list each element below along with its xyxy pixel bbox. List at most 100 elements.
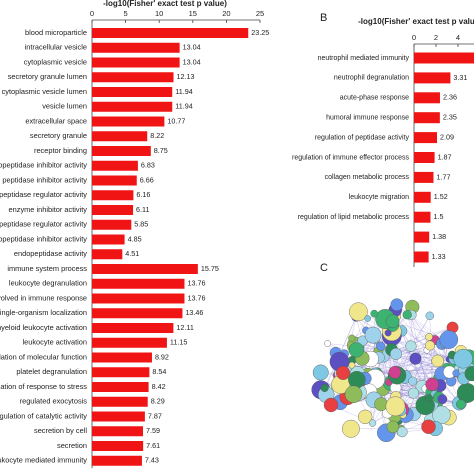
network-node bbox=[425, 333, 433, 341]
bar bbox=[414, 132, 437, 144]
network-node bbox=[364, 326, 382, 344]
network-edge bbox=[393, 315, 428, 351]
network-node bbox=[453, 349, 473, 369]
value-label: 15.75 bbox=[201, 264, 219, 273]
bar bbox=[92, 160, 138, 171]
category-label: neutrophil mediated immunity bbox=[318, 55, 410, 62]
value-label: 5.85 bbox=[134, 220, 148, 229]
category-label: leukocyte degranulation bbox=[9, 279, 87, 288]
category-label: dopeptidase inhibitor activity bbox=[0, 161, 87, 170]
value-label: 4.51 bbox=[125, 249, 139, 258]
category-label: regulated exocytosis bbox=[20, 397, 88, 406]
network-node bbox=[437, 394, 448, 405]
category-label: neutrophil degranulation bbox=[334, 75, 409, 82]
network-node bbox=[439, 330, 459, 349]
x-tick-label: 25 bbox=[256, 9, 264, 18]
value-label: 13.76 bbox=[187, 279, 205, 288]
network-node bbox=[389, 347, 402, 360]
network-node bbox=[425, 340, 435, 351]
category-label: regulation of immune effector process bbox=[292, 154, 409, 161]
value-label: 1.33 bbox=[432, 252, 446, 261]
network-edge bbox=[391, 331, 462, 405]
network-node bbox=[409, 352, 422, 365]
bar bbox=[92, 101, 173, 112]
x-tick-label: 4 bbox=[456, 33, 460, 42]
axis-title: -log10(Fisher' exact test p value) bbox=[103, 0, 227, 8]
category-label: platelet degranulation bbox=[16, 367, 87, 376]
network-node bbox=[374, 397, 388, 412]
bar bbox=[92, 323, 174, 333]
category-label: single-organism localization bbox=[0, 308, 87, 317]
bar bbox=[92, 352, 152, 363]
category-label: leukocyte mediated immunity bbox=[0, 456, 87, 465]
network-node bbox=[396, 426, 408, 438]
network-node bbox=[385, 314, 400, 329]
value-label: 12.13 bbox=[177, 72, 195, 81]
category-label: dopeptidase regulator activity bbox=[0, 190, 87, 199]
bar bbox=[92, 278, 185, 289]
value-label: 8.92 bbox=[155, 352, 169, 361]
network-node bbox=[405, 340, 417, 352]
value-label: 1.87 bbox=[438, 152, 452, 161]
network-node bbox=[320, 384, 329, 392]
category-label: receptor binding bbox=[34, 146, 87, 155]
network-node bbox=[432, 405, 451, 424]
bar bbox=[92, 455, 142, 466]
bar bbox=[92, 382, 149, 392]
category-label: leukocyte migration bbox=[349, 194, 409, 201]
bar bbox=[92, 411, 145, 422]
category-label: intracellular vesicle bbox=[25, 43, 87, 52]
value-label: 2.36 bbox=[443, 93, 457, 102]
value-label: 13.46 bbox=[185, 308, 203, 317]
category-label: vesicle lumen bbox=[42, 102, 87, 111]
value-label: 6.16 bbox=[136, 190, 150, 199]
category-label: regulation of catalytic activity bbox=[0, 411, 87, 420]
category-label: immune system process bbox=[7, 264, 87, 273]
network-node bbox=[348, 334, 356, 342]
network-node bbox=[408, 387, 420, 399]
category-label: endopeptidase activity bbox=[14, 249, 87, 258]
network-node bbox=[425, 377, 439, 392]
category-label: regulation of lipid metabolic process bbox=[298, 214, 410, 221]
value-label: 12.11 bbox=[176, 323, 193, 332]
bar bbox=[92, 57, 180, 68]
category-label: peptidase regulator activity bbox=[0, 220, 87, 229]
bar bbox=[92, 190, 134, 201]
bar bbox=[414, 92, 440, 104]
bar bbox=[414, 211, 431, 223]
value-label: 11.94 bbox=[175, 102, 192, 111]
x-tick-label: 0 bbox=[90, 9, 94, 18]
value-label: 2.09 bbox=[440, 133, 454, 142]
category-label: secretion bbox=[57, 441, 87, 450]
network-node bbox=[348, 371, 366, 389]
network-node bbox=[388, 365, 402, 379]
x-tick-label: 0 bbox=[412, 33, 416, 42]
x-tick-label: 20 bbox=[222, 9, 230, 18]
bar bbox=[92, 175, 137, 186]
category-label: collagen metabolic process bbox=[325, 174, 410, 181]
bar bbox=[414, 191, 431, 203]
network-node bbox=[421, 419, 436, 434]
network-node bbox=[431, 354, 444, 368]
value-label: 7.87 bbox=[148, 411, 162, 420]
bar bbox=[92, 293, 185, 304]
network-node bbox=[358, 409, 373, 425]
category-label: peptidase inhibitor activity bbox=[2, 175, 87, 184]
category-label: humoral immune response bbox=[326, 115, 409, 122]
category-label: enzyme inhibitor activity bbox=[9, 205, 88, 214]
panel-label: B bbox=[320, 12, 327, 24]
network-node bbox=[384, 329, 392, 337]
category-label: cytoplasmic vesicle bbox=[24, 57, 87, 66]
bar bbox=[414, 72, 451, 84]
value-label: 13.04 bbox=[183, 57, 201, 66]
value-label: 11.15 bbox=[170, 338, 187, 347]
bar bbox=[414, 52, 474, 64]
network bbox=[311, 298, 474, 442]
network-node bbox=[376, 341, 386, 351]
value-label: 1.77 bbox=[436, 172, 450, 181]
bar bbox=[92, 87, 173, 97]
bar bbox=[414, 171, 434, 183]
bar bbox=[92, 308, 183, 319]
network-node bbox=[386, 420, 400, 434]
